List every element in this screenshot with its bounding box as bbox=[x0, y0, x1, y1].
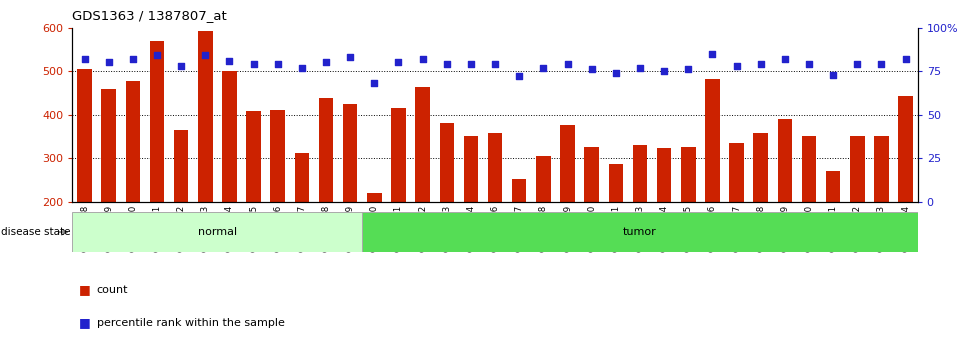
Bar bbox=[609, 164, 623, 289]
Point bbox=[174, 63, 189, 69]
Text: disease state: disease state bbox=[1, 227, 71, 237]
Bar bbox=[270, 110, 285, 289]
Text: count: count bbox=[97, 285, 128, 295]
Bar bbox=[488, 133, 502, 289]
Text: ■: ■ bbox=[79, 283, 91, 296]
Bar bbox=[778, 119, 792, 289]
Bar bbox=[295, 152, 309, 289]
Point bbox=[319, 60, 334, 65]
Bar bbox=[898, 96, 913, 289]
Bar bbox=[584, 147, 599, 289]
Point bbox=[802, 61, 817, 67]
Point bbox=[415, 56, 431, 62]
Bar bbox=[367, 193, 382, 289]
Point bbox=[583, 67, 599, 72]
Point bbox=[632, 65, 647, 70]
Point bbox=[222, 58, 238, 63]
Bar bbox=[802, 137, 816, 289]
Bar bbox=[101, 89, 116, 289]
Bar bbox=[850, 137, 865, 289]
Point bbox=[898, 56, 914, 62]
Point bbox=[101, 60, 117, 65]
Text: percentile rank within the sample: percentile rank within the sample bbox=[97, 318, 284, 327]
Bar bbox=[657, 148, 671, 289]
Point bbox=[873, 61, 889, 67]
Bar bbox=[633, 145, 647, 289]
Bar bbox=[415, 87, 430, 289]
Text: ■: ■ bbox=[79, 316, 91, 329]
Bar bbox=[222, 71, 237, 289]
Bar bbox=[174, 130, 188, 289]
Point bbox=[656, 68, 671, 74]
Point bbox=[343, 55, 358, 60]
Bar bbox=[729, 143, 744, 289]
Bar bbox=[72, 212, 362, 252]
Point bbox=[535, 65, 551, 70]
Point bbox=[680, 67, 696, 72]
Text: GDS1363 / 1387807_at: GDS1363 / 1387807_at bbox=[72, 9, 227, 22]
Point bbox=[825, 72, 840, 77]
Point bbox=[77, 56, 93, 62]
Bar bbox=[512, 179, 526, 289]
Bar bbox=[681, 147, 696, 289]
Point bbox=[560, 61, 576, 67]
Bar bbox=[362, 212, 918, 252]
Text: normal: normal bbox=[198, 227, 237, 237]
Point bbox=[126, 56, 141, 62]
Bar bbox=[77, 69, 92, 289]
Bar bbox=[440, 124, 454, 289]
Bar bbox=[753, 134, 768, 289]
Point bbox=[850, 61, 866, 67]
Bar bbox=[705, 79, 720, 289]
Bar bbox=[560, 125, 575, 289]
Bar bbox=[319, 98, 333, 289]
Point bbox=[488, 61, 503, 67]
Point bbox=[150, 53, 165, 58]
Point bbox=[367, 81, 383, 86]
Point bbox=[440, 61, 455, 67]
Bar bbox=[464, 136, 478, 289]
Bar bbox=[246, 111, 261, 289]
Bar bbox=[826, 171, 840, 289]
Point bbox=[609, 70, 624, 76]
Point bbox=[728, 63, 744, 69]
Point bbox=[245, 61, 261, 67]
Bar bbox=[126, 81, 140, 289]
Point bbox=[777, 56, 792, 62]
Point bbox=[198, 53, 213, 58]
Bar bbox=[343, 104, 357, 289]
Point bbox=[753, 61, 769, 67]
Point bbox=[294, 65, 309, 70]
Bar bbox=[536, 156, 551, 289]
Bar bbox=[150, 41, 164, 289]
Text: tumor: tumor bbox=[623, 227, 657, 237]
Bar bbox=[391, 108, 406, 289]
Point bbox=[390, 60, 407, 65]
Point bbox=[270, 61, 286, 67]
Point bbox=[464, 61, 479, 67]
Bar bbox=[198, 31, 213, 289]
Point bbox=[705, 51, 721, 57]
Bar bbox=[874, 137, 889, 289]
Point bbox=[512, 73, 527, 79]
